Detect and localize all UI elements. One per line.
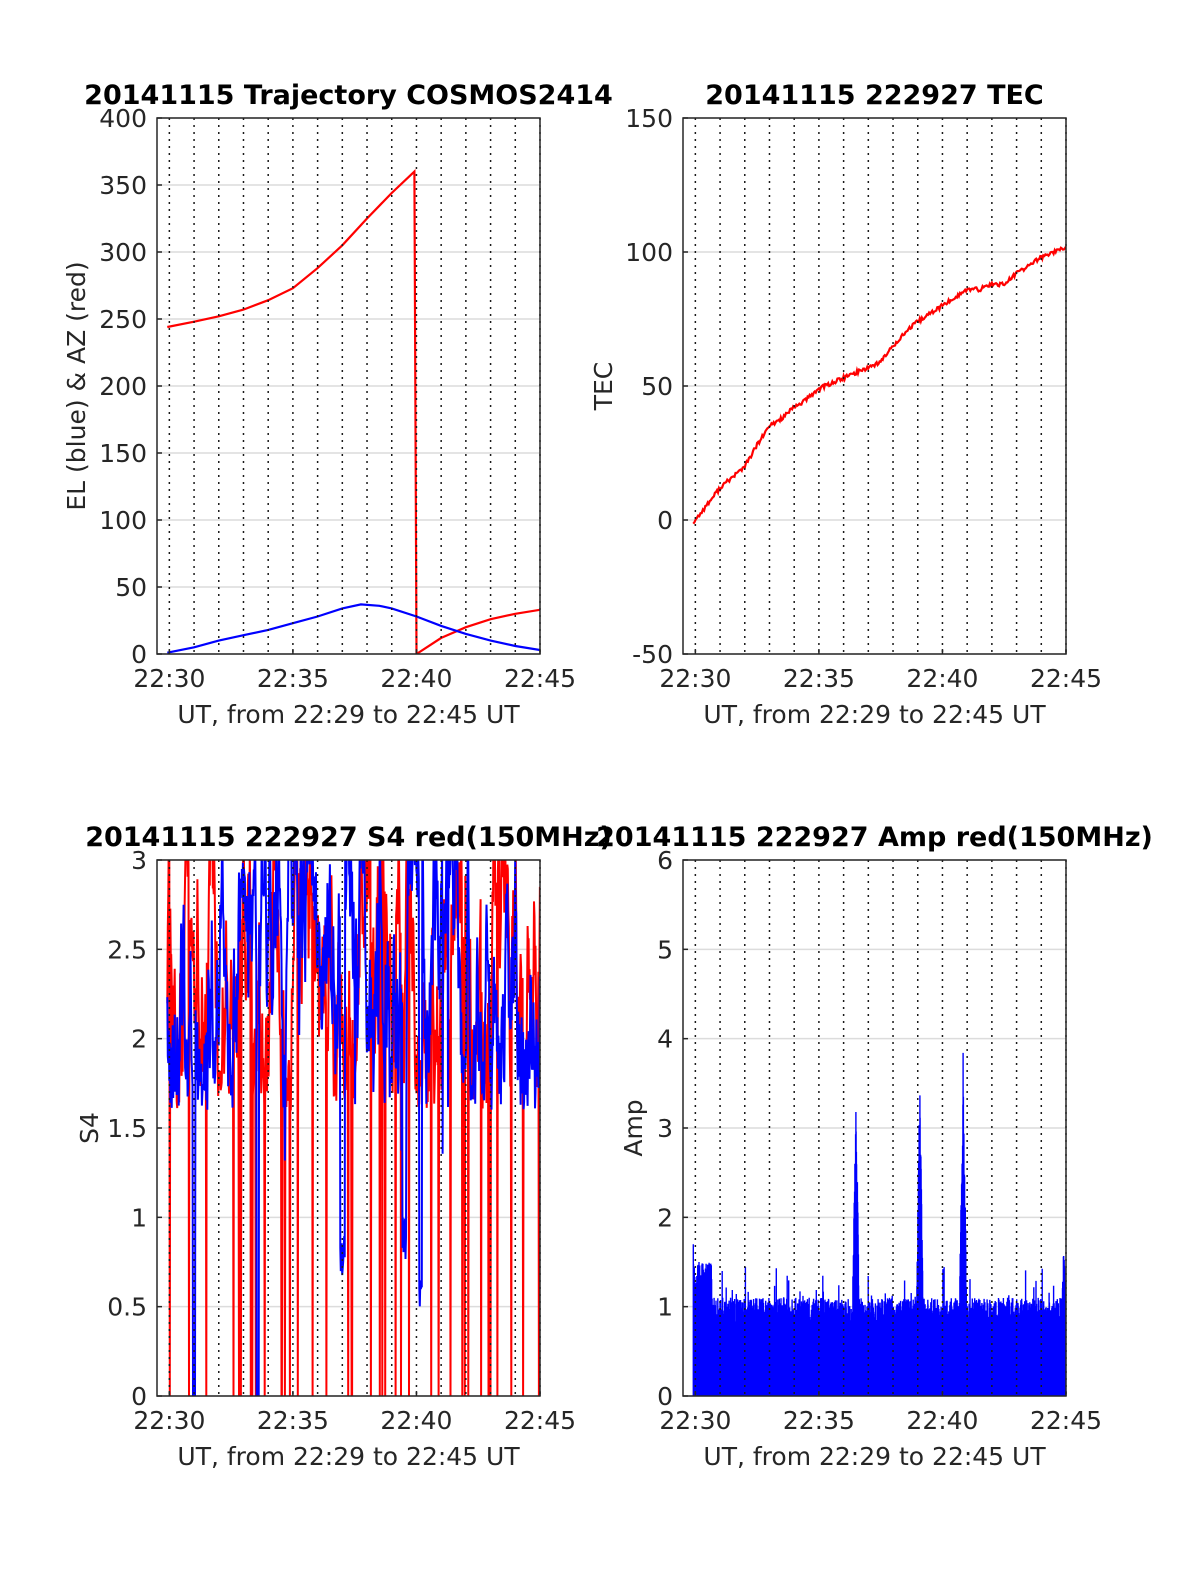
y-tick-label: 100 xyxy=(625,238,673,267)
plot-area xyxy=(167,169,540,654)
y-tick-label: 150 xyxy=(99,439,147,468)
x-tick-label: 22:35 xyxy=(257,1406,329,1435)
y-tick-label: 0 xyxy=(131,640,147,669)
y-tick-label: 1 xyxy=(131,1203,147,1232)
y-tick-label: 350 xyxy=(99,171,147,200)
chart-1: 0 50 100 150 200 250 300 350 400 22:30 22:35 22:40 2… xyxy=(62,80,613,729)
y-tick-label: 0 xyxy=(131,1382,147,1411)
x-axis-label: UT, from 22:29 to 22:45 UT xyxy=(177,700,520,729)
y-axis-label: TEC xyxy=(589,362,618,412)
series-line xyxy=(167,169,540,654)
series-line xyxy=(167,603,540,654)
y-tick-label: 0 xyxy=(657,506,673,535)
y-tick-label: 3 xyxy=(131,846,147,875)
chart-4: 0 1 2 3 4 5 6 22:30 22:35 22:40 22:45 20141115 2229… xyxy=(596,822,1153,1471)
y-tick-label: 50 xyxy=(115,573,147,602)
y-tick-label: 50 xyxy=(641,372,673,401)
y-tick-label: 200 xyxy=(99,372,147,401)
x-tick-label: 22:45 xyxy=(1030,664,1102,693)
x-tick-label: 22:30 xyxy=(133,664,205,693)
y-tick-label: 2 xyxy=(657,1203,673,1232)
x-tick-label: 22:30 xyxy=(659,1406,731,1435)
y-tick-label: 1.5 xyxy=(107,1114,147,1143)
series-line xyxy=(692,1052,1066,1396)
plot-area xyxy=(692,246,1066,525)
x-tick-label: 22:40 xyxy=(906,664,978,693)
y-axis-label: S4 xyxy=(75,1112,104,1144)
series-line xyxy=(692,246,1066,525)
x-tick-label: 22:35 xyxy=(783,1406,855,1435)
plot-area xyxy=(166,860,540,1396)
y-tick-label: 0 xyxy=(657,1382,673,1411)
x-axis-label: UT, from 22:29 to 22:45 UT xyxy=(177,1442,520,1471)
x-axis-label: UT, from 22:29 to 22:45 UT xyxy=(703,700,1046,729)
series-line xyxy=(166,860,540,1396)
x-tick-label: 22:45 xyxy=(504,664,576,693)
y-tick-label: 6 xyxy=(657,846,673,875)
x-tick-label: 22:40 xyxy=(906,1406,978,1435)
x-tick-label: 22:45 xyxy=(1030,1406,1102,1435)
y-tick-label: 100 xyxy=(99,506,147,535)
y-axis-label: EL (blue) & AZ (red) xyxy=(62,261,91,510)
chart-2: -50 0 50 100 150 22:30 22:35 22:40 22:45 20141115… xyxy=(589,80,1102,729)
x-tick-label: 22:35 xyxy=(783,664,855,693)
y-tick-label: 400 xyxy=(99,104,147,133)
x-tick-label: 22:45 xyxy=(504,1406,576,1435)
chart-title: 20141115 Trajectory COSMOS2414 xyxy=(84,80,613,111)
x-tick-label: 22:40 xyxy=(380,1406,452,1435)
y-tick-label: 300 xyxy=(99,238,147,267)
x-axis-label: UT, from 22:29 to 22:45 UT xyxy=(703,1442,1046,1471)
y-tick-label: 1 xyxy=(657,1293,673,1322)
y-tick-label: 3 xyxy=(657,1114,673,1143)
plot-area xyxy=(692,1052,1066,1396)
y-tick-label: 2.5 xyxy=(107,935,147,964)
x-tick-label: 22:40 xyxy=(380,664,452,693)
y-tick-label: 0.5 xyxy=(107,1293,147,1322)
y-tick-label: 250 xyxy=(99,305,147,334)
y-tick-label: -50 xyxy=(632,640,673,669)
x-tick-label: 22:35 xyxy=(257,664,329,693)
y-tick-label: 150 xyxy=(625,104,673,133)
y-axis-label: Amp xyxy=(619,1099,648,1156)
chart-title: 20141115 222927 TEC xyxy=(705,80,1044,111)
y-tick-label: 4 xyxy=(657,1025,673,1054)
x-tick-label: 22:30 xyxy=(133,1406,205,1435)
y-tick-label: 5 xyxy=(657,935,673,964)
y-tick-label: 2 xyxy=(131,1025,147,1054)
chart-title: 20141115 222927 Amp red(150MHz) xyxy=(596,822,1153,853)
x-tick-label: 22:30 xyxy=(659,664,731,693)
chart-3: 0 0.5 1 1.5 2 2.5 3 22:30 22:35 22:40 22:45 2014111… xyxy=(75,822,612,1471)
chart-title: 20141115 222927 S4 red(150MHz) xyxy=(85,822,612,853)
